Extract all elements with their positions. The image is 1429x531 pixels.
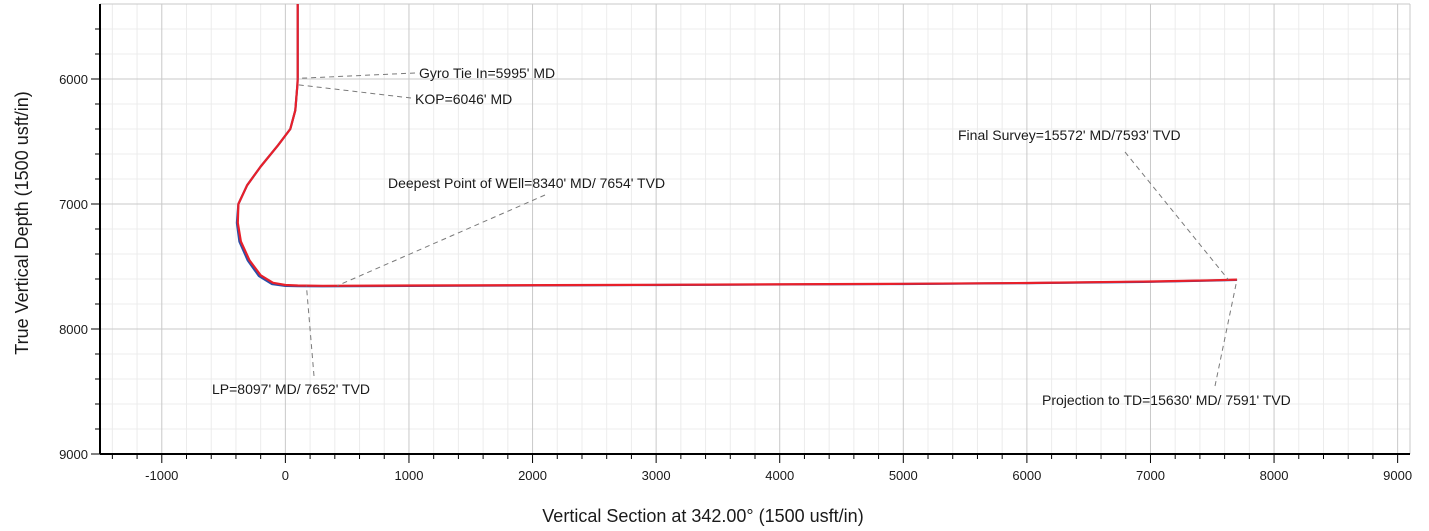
x-tick-label: 5000 <box>889 468 918 483</box>
x-tick-label: 8000 <box>1260 468 1289 483</box>
x-tick-label: 1000 <box>395 468 424 483</box>
annotation-label: Deepest Point of WEll=8340' MD/ 7654' TV… <box>388 175 665 191</box>
x-tick-label: 9000 <box>1383 468 1412 483</box>
annotation-label: Final Survey=15572' MD/7593' TVD <box>958 127 1181 143</box>
annotation-leader <box>1124 151 1229 280</box>
ticks: -1000 0 1000 2000 3000 4000 5000 6000 7000 8000 90… <box>59 28 1412 483</box>
annotation-leader <box>337 194 546 287</box>
annotation-leader <box>305 285 315 377</box>
x-tick-label: 7000 <box>1136 468 1165 483</box>
y-tick-label: 8000 <box>59 322 88 337</box>
annotations: Gyro Tie In=5995' MD KOP=6046' MD Deepest … <box>212 65 1291 408</box>
annotation-label: LP=8097' MD/ 7652' TVD <box>212 381 370 397</box>
series-layer <box>235 4 1238 288</box>
y-axis-title: True Vertical Depth (1500 usft/in) <box>12 91 32 354</box>
annotation-label: Gyro Tie In=5995' MD <box>419 65 555 81</box>
x-axis-title: Vertical Section at 342.00° (1500 usft/i… <box>542 506 863 526</box>
y-tick-label: 9000 <box>59 447 88 462</box>
annotation-leader <box>297 84 412 99</box>
x-tick-label: 4000 <box>765 468 794 483</box>
y-tick-label: 6000 <box>59 72 88 87</box>
x-tick-label: -1000 <box>145 468 178 483</box>
annotation-label: KOP=6046' MD <box>415 91 512 107</box>
x-tick-label: 6000 <box>1012 468 1041 483</box>
annotation-leader <box>297 72 416 79</box>
annotation-leader <box>1214 279 1238 387</box>
annotation-label: Projection to TD=15630' MD/ 7591' TVD <box>1042 392 1291 408</box>
x-tick-label: 2000 <box>518 468 547 483</box>
x-tick-label: 3000 <box>642 468 671 483</box>
series-line-0 <box>236 4 1238 287</box>
y-tick-label: 7000 <box>59 197 88 212</box>
x-tick-label: 0 <box>282 468 289 483</box>
